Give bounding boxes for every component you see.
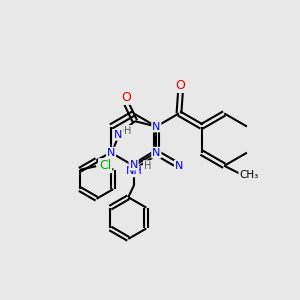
Text: O: O xyxy=(121,91,131,104)
Text: H: H xyxy=(144,161,151,171)
Text: N: N xyxy=(152,148,160,158)
Text: N: N xyxy=(114,130,122,140)
Text: NH: NH xyxy=(126,167,143,176)
Text: N: N xyxy=(152,122,160,131)
Text: Cl: Cl xyxy=(99,159,111,172)
Text: N: N xyxy=(175,161,183,171)
Text: O: O xyxy=(176,79,185,92)
Text: N: N xyxy=(107,148,115,158)
Text: N: N xyxy=(130,160,138,170)
Text: H: H xyxy=(124,126,131,136)
Text: CH₃: CH₃ xyxy=(239,170,259,180)
